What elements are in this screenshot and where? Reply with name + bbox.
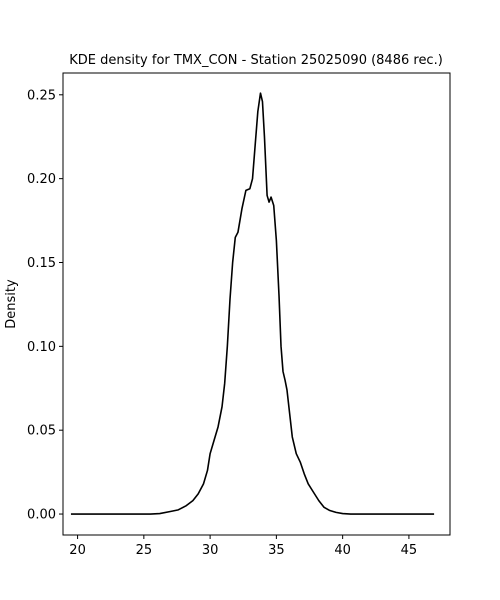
chart-title: KDE density for TMX_CON - Station 250250… [69, 53, 443, 68]
x-tick-label: 35 [268, 543, 285, 558]
y-tick-label: 0.20 [27, 172, 56, 187]
plot-area [62, 72, 451, 536]
y-tick-label: 0.10 [27, 340, 56, 355]
y-tick-label: 0.00 [27, 508, 56, 523]
x-tick-label: 25 [136, 543, 153, 558]
x-tick-label: 40 [334, 543, 351, 558]
density-line [70, 92, 435, 515]
y-axis-title: Density [4, 279, 19, 329]
y-tick-label: 0.25 [27, 88, 56, 103]
x-tick-label: 20 [69, 543, 86, 558]
y-tick-label: 0.15 [27, 256, 56, 271]
y-axis: 0.00 0.05 0.10 0.15 0.20 0.25 [27, 88, 63, 523]
y-tick-label: 0.05 [27, 424, 56, 439]
x-tick-label: 30 [202, 543, 219, 558]
x-axis: 20 25 30 35 40 45 [69, 535, 417, 558]
plot-frame [62, 72, 451, 536]
x-tick-label: 45 [401, 543, 418, 558]
